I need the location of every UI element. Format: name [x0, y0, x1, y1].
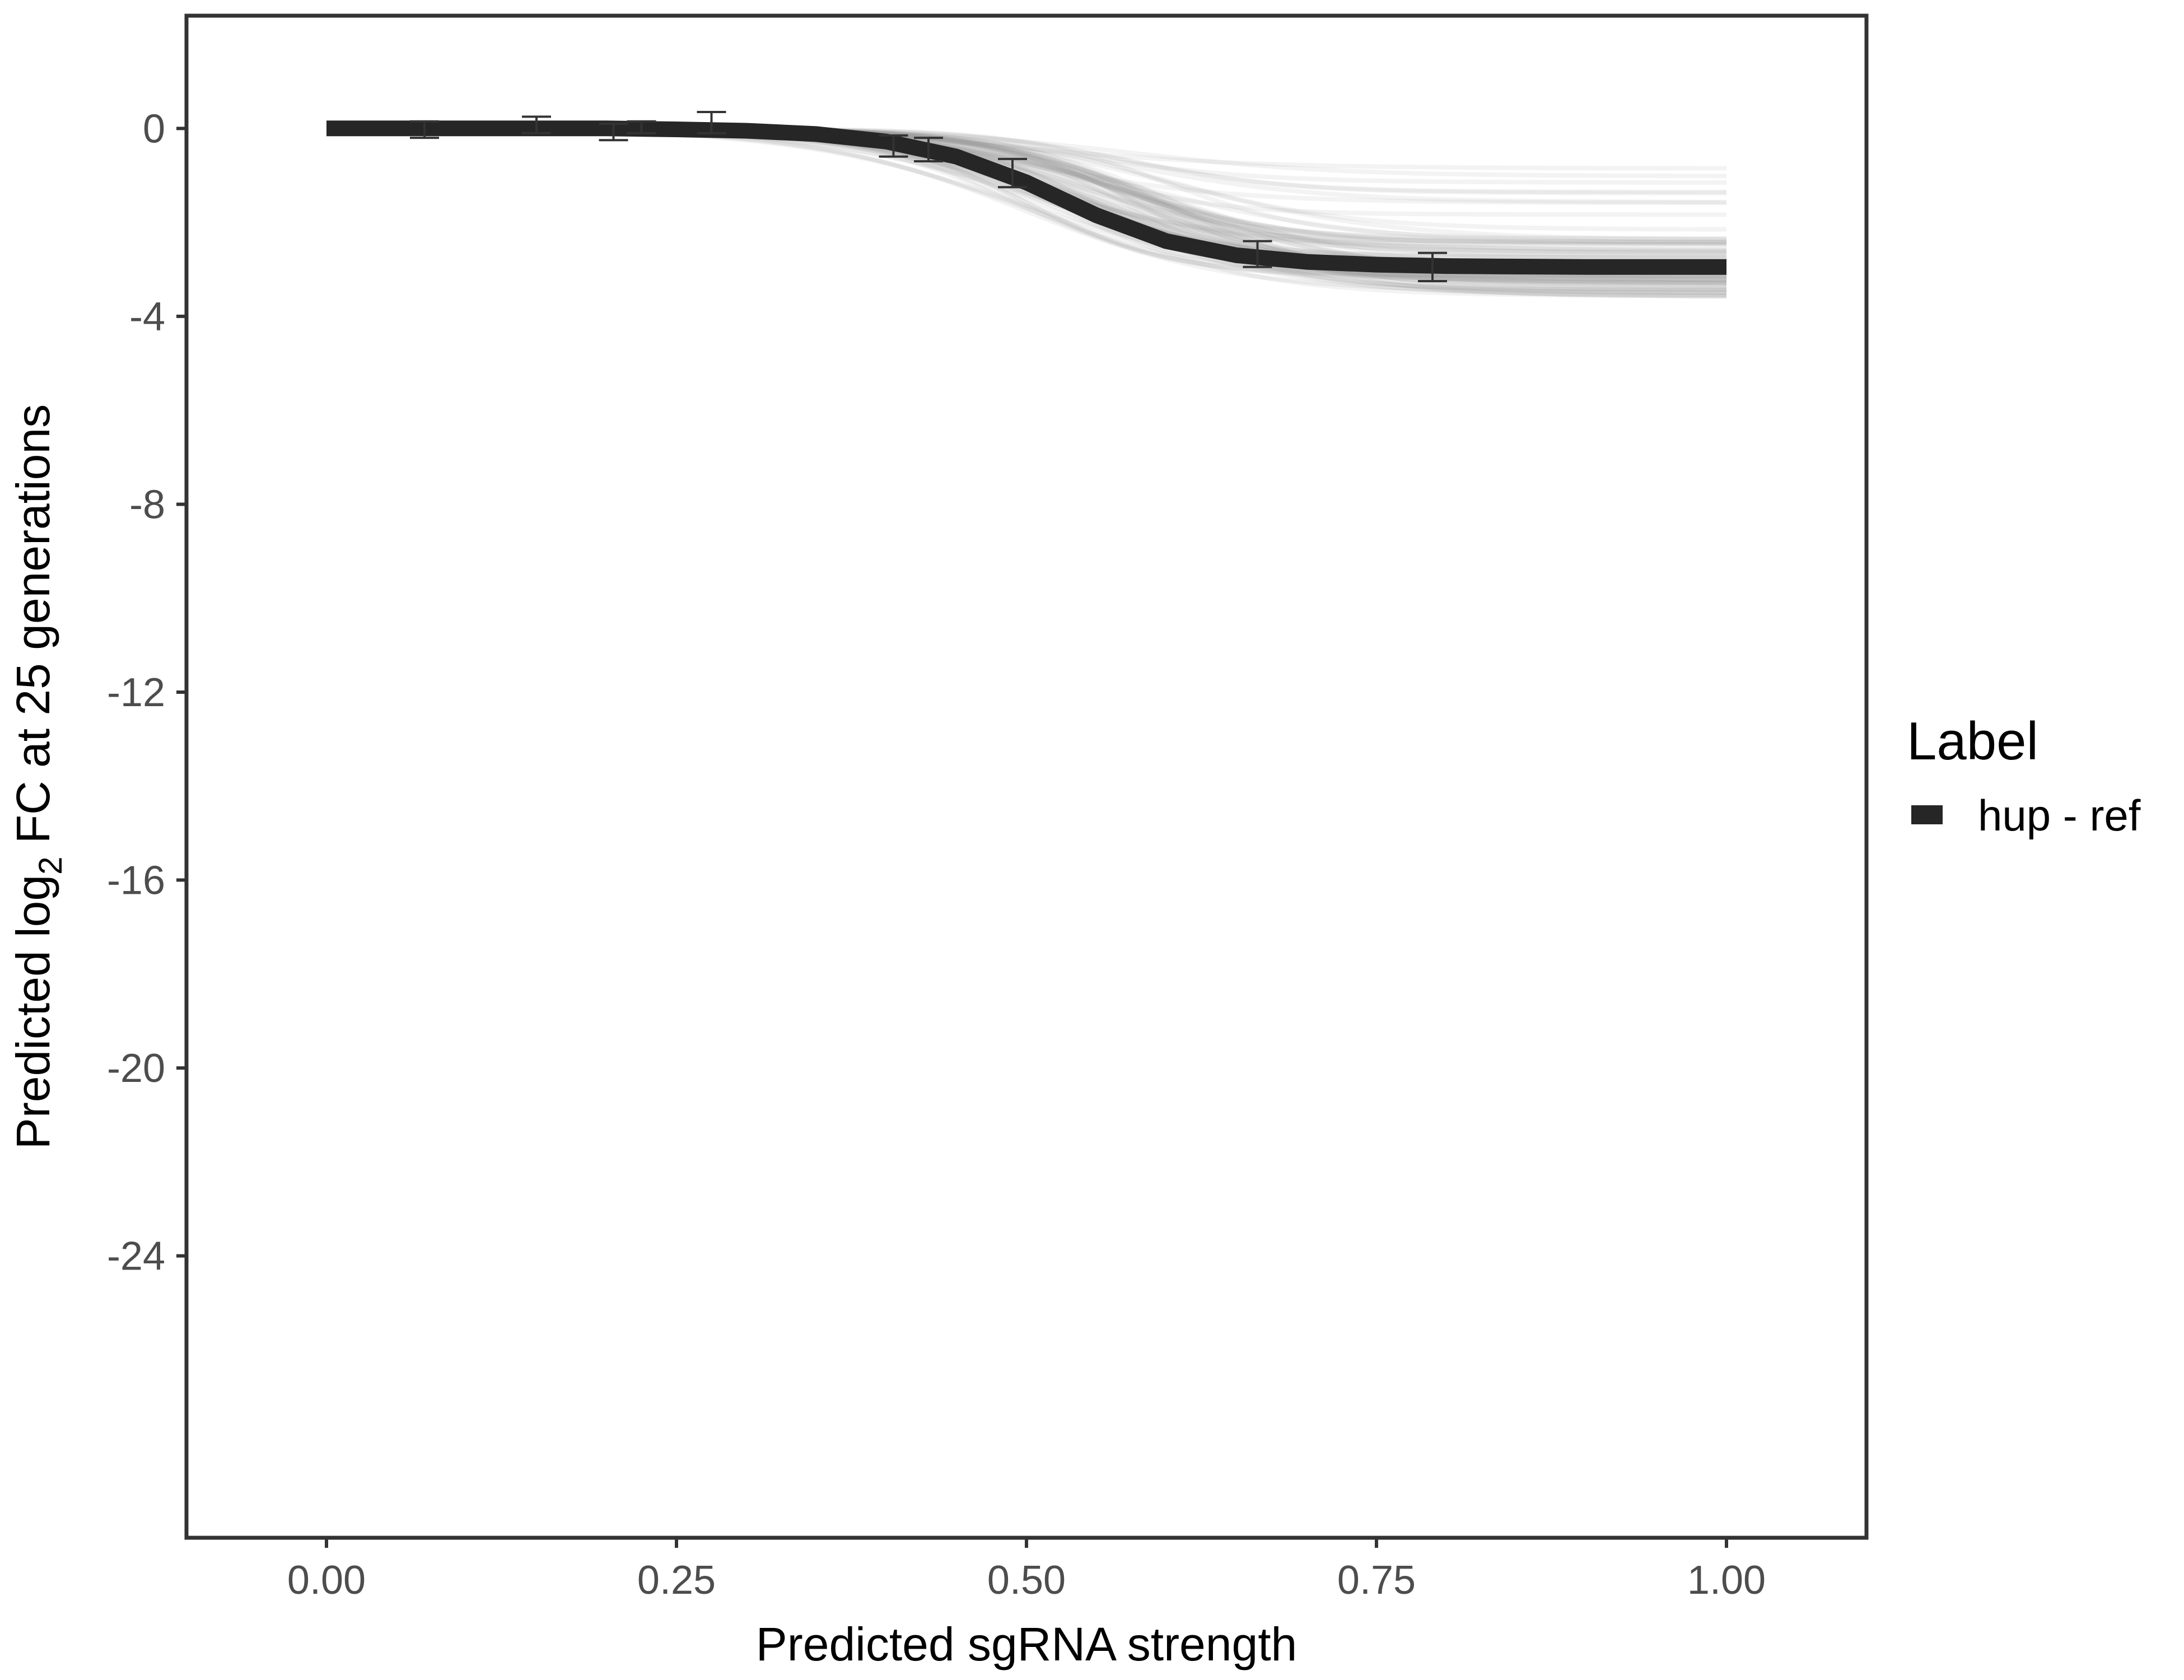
error-bar — [627, 120, 656, 134]
series-line-hup-ref — [326, 120, 1726, 275]
y-tick-label: -24 — [107, 1234, 165, 1279]
error-bar — [410, 120, 439, 139]
x-tick-label: 0.25 — [637, 1558, 716, 1603]
series-lines — [326, 120, 1726, 275]
y-axis-title-suffix: FC at 25 generations — [7, 404, 59, 857]
x-tick-label: 0.75 — [1337, 1558, 1416, 1603]
error-bar — [599, 122, 628, 142]
y-tick-label: -16 — [107, 858, 165, 903]
x-axis-title: Predicted sgRNA strength — [756, 1618, 1298, 1670]
error-bar — [697, 110, 726, 134]
error-bars — [410, 110, 1447, 282]
error-bar — [998, 157, 1027, 189]
legend-title: Label — [1907, 711, 2038, 771]
legend-key-hup-ref — [1911, 805, 1943, 824]
error-bar — [879, 134, 908, 158]
y-axis-title-prefix: Predicted log — [7, 875, 59, 1149]
x-tick-label: 0.00 — [287, 1558, 366, 1603]
y-tick-label: -20 — [107, 1046, 165, 1091]
y-tick-label: -8 — [129, 482, 165, 527]
y-tick-label: -4 — [129, 295, 165, 339]
error-bar — [914, 137, 943, 163]
legend: Label hup - ref — [1907, 711, 2141, 840]
y-tick-label: -12 — [107, 670, 165, 715]
axes: 0.00 0.25 0.50 0.75 1.00 0 -4 -8 -12 -16 -20 -24 — [107, 106, 1766, 1603]
x-tick-label: 1.00 — [1687, 1558, 1766, 1603]
x-tick-label: 0.50 — [987, 1558, 1066, 1603]
y-axis-title: Predicted log2 FC at 25 generations — [7, 404, 69, 1149]
y-axis-title-subscript: 2 — [32, 857, 69, 875]
y-tick-label: 0 — [143, 106, 165, 151]
legend-label-hup-ref: hup - ref — [1978, 791, 2141, 840]
error-bar — [1243, 240, 1272, 268]
error-bar — [522, 115, 551, 134]
error-bar — [1418, 251, 1447, 282]
